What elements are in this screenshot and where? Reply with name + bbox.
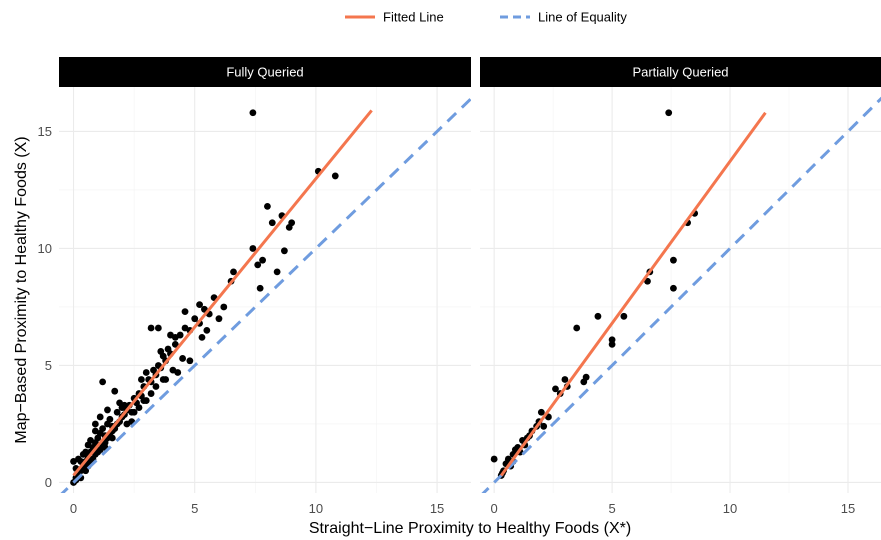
data-point bbox=[196, 301, 203, 309]
data-point bbox=[540, 422, 548, 430]
data-point bbox=[573, 324, 581, 332]
data-point bbox=[608, 341, 616, 348]
y-tick-label: 0 bbox=[45, 475, 52, 490]
data-point bbox=[264, 202, 271, 210]
data-point bbox=[670, 256, 677, 264]
x-tick-label: 5 bbox=[608, 501, 615, 516]
x-axis-ticks: 0 5 10 15 0 5 10 15 bbox=[70, 501, 855, 516]
data-point bbox=[249, 109, 257, 117]
line-of-equality bbox=[60, 96, 471, 493]
data-point bbox=[268, 219, 276, 227]
panel-title: Fully Queried bbox=[226, 65, 303, 80]
panel-strip bbox=[59, 57, 471, 87]
legend-label: Line of Equality bbox=[538, 10, 627, 25]
data-point bbox=[91, 427, 99, 435]
x-tick-label: 0 bbox=[491, 501, 498, 516]
y-tick-label: 10 bbox=[38, 241, 52, 256]
legend-label: Fitted Line bbox=[383, 10, 444, 25]
data-point bbox=[582, 373, 590, 381]
data-point bbox=[171, 341, 179, 348]
legend: Fitted Line Line of Equality bbox=[345, 10, 627, 25]
fitted-line bbox=[500, 111, 767, 477]
panel-strip bbox=[480, 57, 881, 87]
data-point bbox=[552, 385, 559, 393]
data-point bbox=[91, 420, 99, 428]
data-point bbox=[106, 415, 114, 423]
data-point bbox=[116, 399, 123, 407]
data-point bbox=[154, 324, 162, 332]
data-point bbox=[176, 331, 184, 339]
data-point bbox=[537, 408, 545, 416]
data-point bbox=[331, 172, 339, 180]
data-point bbox=[152, 383, 160, 390]
data-point bbox=[111, 387, 119, 395]
data-point bbox=[140, 397, 148, 404]
data-point bbox=[123, 420, 131, 428]
x-tick-label: 0 bbox=[70, 501, 77, 516]
data-point bbox=[138, 376, 145, 383]
x-tick-label: 15 bbox=[841, 501, 855, 516]
data-point bbox=[203, 326, 211, 334]
data-point bbox=[87, 436, 94, 444]
data-point bbox=[104, 406, 111, 414]
data-point bbox=[288, 219, 296, 227]
data-point bbox=[96, 413, 104, 421]
data-point bbox=[162, 376, 170, 383]
data-point bbox=[215, 315, 223, 323]
data-point bbox=[490, 455, 498, 463]
data-point bbox=[99, 378, 107, 386]
panels: Fully Queried Partially Queried bbox=[59, 57, 881, 493]
x-axis-title: Straight−Line Proximity to Healthy Foods… bbox=[309, 520, 631, 537]
data-point bbox=[113, 408, 121, 416]
y-axis-ticks: 0 5 10 15 bbox=[38, 124, 52, 490]
data-point bbox=[249, 245, 257, 252]
data-point bbox=[157, 348, 165, 355]
data-point bbox=[130, 408, 138, 416]
panel-1 bbox=[59, 87, 471, 493]
y-tick-label: 5 bbox=[45, 358, 52, 373]
data-point bbox=[198, 333, 206, 341]
data-point bbox=[179, 355, 187, 362]
data-point bbox=[169, 366, 177, 374]
data-point bbox=[220, 303, 228, 311]
data-point bbox=[99, 425, 107, 433]
data-point bbox=[594, 312, 602, 320]
x-tick-label: 15 bbox=[430, 501, 444, 516]
fitted-line bbox=[72, 109, 373, 477]
data-point bbox=[186, 357, 194, 365]
data-point bbox=[273, 268, 281, 276]
y-tick-label: 15 bbox=[38, 124, 52, 139]
data-point bbox=[230, 268, 237, 276]
data-point bbox=[620, 312, 628, 320]
y-axis-title: Map−Based Proximity to Healthy Foods (X) bbox=[13, 136, 30, 443]
line-of-equality bbox=[481, 96, 881, 493]
data-point bbox=[82, 448, 90, 456]
data-point bbox=[181, 308, 189, 316]
data-point bbox=[256, 284, 264, 292]
data-point bbox=[665, 109, 673, 117]
data-point bbox=[167, 331, 174, 339]
data-point bbox=[280, 247, 288, 255]
data-point bbox=[670, 284, 677, 292]
data-point bbox=[147, 324, 155, 332]
data-point bbox=[135, 404, 143, 411]
data-point bbox=[561, 376, 569, 383]
data-point bbox=[259, 256, 266, 264]
data-point bbox=[608, 336, 616, 344]
data-point bbox=[147, 390, 155, 397]
data-point bbox=[142, 369, 150, 376]
data-point bbox=[254, 261, 262, 269]
x-tick-label: 5 bbox=[191, 501, 198, 516]
data-point bbox=[191, 315, 199, 323]
data-point bbox=[108, 434, 116, 442]
x-tick-label: 10 bbox=[723, 501, 737, 516]
panel-title: Partially Queried bbox=[632, 65, 728, 80]
x-tick-label: 10 bbox=[309, 501, 323, 516]
panel-2 bbox=[480, 87, 881, 493]
